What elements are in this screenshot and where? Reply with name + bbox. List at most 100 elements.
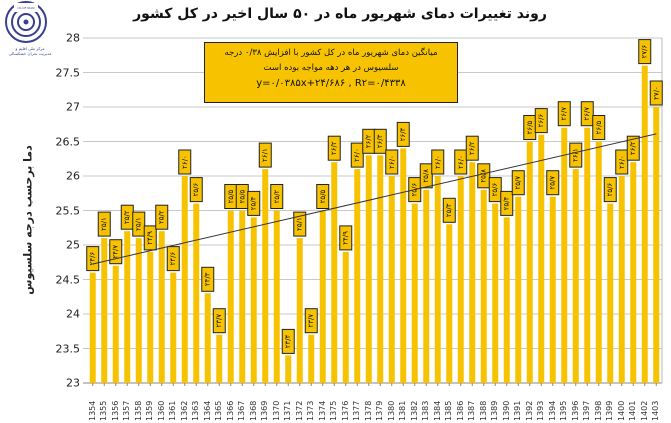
bar-value-label: ۲۵/۵ [235,184,249,209]
svg-text:۲۵/۱: ۲۵/۱ [296,217,304,231]
bar-value-label: ۲۶/۱ [258,142,272,168]
bar-value-label: ۲۳/۷ [212,308,226,334]
svg-text:۲۵/۲: ۲۵/۲ [158,210,166,224]
svg-text:۲۳/۷: ۲۳/۷ [307,314,315,328]
svg-text:۲۵/۳: ۲۵/۳ [445,203,453,217]
svg-text:۲۶/۰: ۲۶/۰ [181,155,189,169]
y-tick-label: 23.5 [55,342,81,355]
logo-caption-line: مدیریت بحران خشکسالی [8,51,52,56]
bar [285,355,292,383]
x-tick-label: 1386 [455,400,465,421]
y-tick-label: 27 [66,100,80,114]
bar-value-label: ۲۵/۱ [293,211,307,237]
x-tick-label: 1403 [651,400,661,421]
x-tick-label: 1357 [122,400,132,421]
bar-value-label: ۲۵/۶ [189,177,203,203]
bar [641,65,648,383]
trend-annotation-box: میانگین دمای شهریور ماه در کل کشور با اف… [204,42,458,103]
bar-value-label: ۲۶/۰ [615,149,629,175]
bar [124,231,131,383]
bar [181,176,188,383]
svg-text:۲۵/۵: ۲۵/۵ [227,189,235,203]
y-tick-label: 24.5 [55,273,81,286]
bar [607,203,614,383]
bar [319,210,326,383]
bar [239,210,246,383]
bar [538,134,545,383]
bar [273,210,280,383]
x-tick-label: 1401 [628,400,638,421]
bar-value-label: ۲۶/۰ [385,149,399,175]
bar-value-label: ۲۶/۳ [373,128,387,154]
x-tick-label: 1400 [616,400,626,421]
y-tick-label: 25.5 [55,204,81,217]
bar-value-label: ۲۵/۴ [500,190,514,216]
svg-text:۲۷/۶: ۲۷/۶ [641,45,649,59]
svg-text:۲۵/۲: ۲۵/۲ [273,189,281,203]
trend-line [92,133,657,265]
x-tick-label: 1359 [145,400,155,421]
spiral-logo-icon: I.R.OF IRAN [5,1,47,43]
svg-text:۲۵/۲: ۲۵/۲ [123,210,131,224]
x-tick-label: 1395 [559,400,569,421]
bar-value-label: ۲۴/۹ [143,225,157,251]
bar [630,162,637,383]
bar [434,176,441,383]
bar [584,127,591,383]
bar-value-label: ۲۶/۷ [557,101,571,127]
bar-value-label: ۲۵/۳ [442,197,456,223]
x-tick-label: 1365 [214,400,224,421]
bar [618,176,625,383]
svg-text:۲۷/۰: ۲۷/۰ [652,86,660,100]
x-tick-label: 1398 [593,400,603,421]
svg-text:۲۵/۱: ۲۵/۱ [135,217,143,231]
svg-text:۲۶/۵: ۲۶/۵ [595,120,603,134]
x-tick-label: 1392 [524,400,534,421]
bar [331,162,338,383]
bar-value-label: ۲۶/۵ [592,115,606,140]
bar [515,196,522,383]
bar [227,210,234,383]
svg-text:۲۶/۰: ۲۶/۰ [434,155,442,169]
bar-value-label: ۲۵/۵ [316,184,330,209]
bar-value-label: ۲۵/۵ [224,184,238,209]
bar-value-label: ۲۶/۵ [523,115,537,140]
trend-equation: y=۰/۰۳۸۵x+۲۴/۶۸۶ , R۲=۰/۴۳۳۸ [256,78,406,89]
x-tick-label: 1355 [99,400,109,421]
bar-value-label: ۲۴/۹ [339,225,353,251]
svg-text:۲۵/۴: ۲۵/۴ [503,196,511,210]
bar [457,176,464,383]
svg-text:۲۳/۴: ۲۳/۴ [284,334,292,348]
x-tick-label: 1389 [490,400,500,421]
bar-value-label: ۲۵/۱ [132,211,146,237]
bar-value-label: ۲۷/۰ [649,80,663,106]
svg-text:۲۳/۷: ۲۳/۷ [215,314,223,328]
bar [653,107,660,383]
svg-text:۲۵/۷: ۲۵/۷ [549,176,557,190]
bar-value-label: ۲۵/۲ [270,184,284,209]
x-tick-label: 1371 [283,400,293,421]
svg-text:۲۵/۶: ۲۵/۶ [491,183,499,197]
bar-value-label: ۲۵/۸ [419,163,433,189]
svg-text:I.R.OF IRAN: I.R.OF IRAN [18,6,35,10]
x-tick-label: 1397 [582,400,592,421]
x-tick-label: 1381 [398,400,408,421]
svg-text:۲۶/۱: ۲۶/۱ [261,148,269,162]
svg-text:۲۴/۳: ۲۴/۳ [204,272,212,286]
bar [377,155,384,383]
svg-text:۲۶/۲: ۲۶/۲ [365,134,373,148]
x-tick-label: 1380 [386,400,396,421]
svg-text:۲۶/۰: ۲۶/۰ [457,155,465,169]
bar-value-label: ۲۶/۲ [362,128,376,154]
bar [595,141,602,383]
bar [423,189,430,383]
chart-title: روند تغییرات دمای شهریور ماه در ۵۰ سال ا… [133,6,547,22]
bar [411,203,418,383]
bar [204,293,211,383]
svg-text:۲۶/۰: ۲۶/۰ [618,155,626,169]
bar-value-label: ۲۶/۴ [396,121,410,147]
bar [158,231,165,383]
bar [250,217,257,383]
x-tick-label: 1374 [317,400,327,421]
bar [388,176,395,383]
